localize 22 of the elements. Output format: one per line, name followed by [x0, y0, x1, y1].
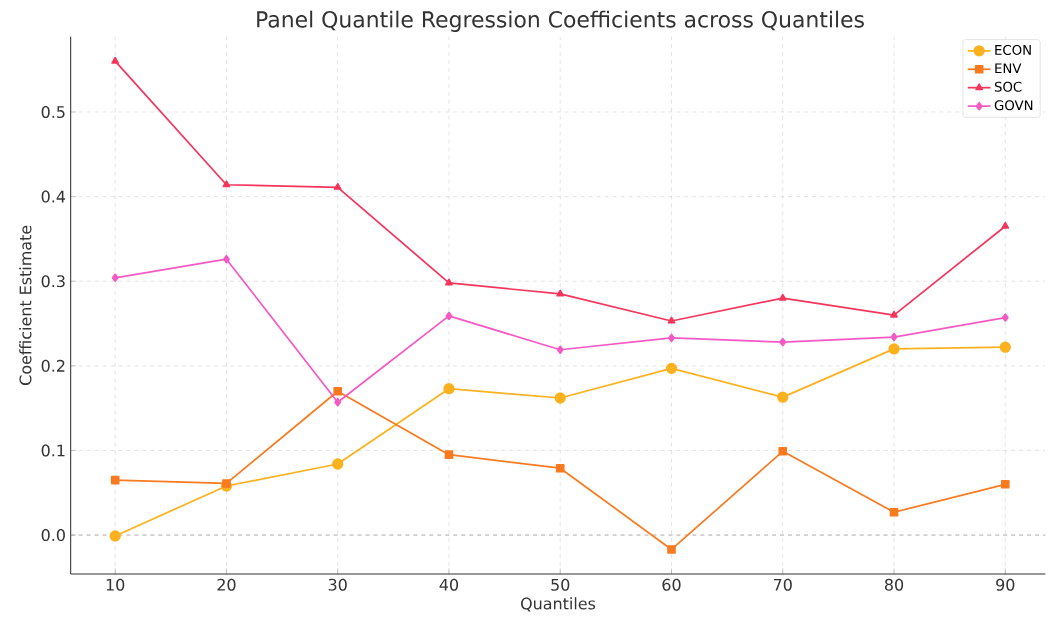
y-tick-label: 0.5	[41, 105, 65, 118]
x-tick-label: 40	[439, 578, 459, 591]
x-axis-title: Quantiles	[521, 597, 596, 612]
x-tick-label: 70	[773, 578, 792, 591]
chart-title: Panel Quantile Regression Coefficients across Quantiles	[257, 10, 864, 32]
legend-label: SOC	[994, 81, 1022, 92]
x-tick-label: 60	[662, 578, 681, 591]
legend-label: ECON	[995, 44, 1031, 55]
x-tick-label: 90	[996, 578, 1015, 591]
y-tick-label: 0.3	[41, 275, 65, 288]
x-tick-label: 50	[551, 578, 570, 591]
x-tick-label: 30	[328, 578, 347, 591]
y-tick-label: 0.0	[41, 529, 65, 542]
x-tick-label: 20	[217, 578, 236, 591]
y-tick-label: 0.4	[41, 190, 66, 203]
y-tick-label: 0.2	[41, 359, 65, 372]
legend-label: ENV	[995, 63, 1022, 74]
y-axis-title: Coefficient Estimate	[19, 225, 32, 385]
y-tick-label: 0.1	[41, 444, 65, 457]
x-tick-label: 10	[106, 578, 125, 591]
x-tick-label: 80	[884, 578, 904, 591]
legend-label: GOVN	[994, 100, 1033, 111]
